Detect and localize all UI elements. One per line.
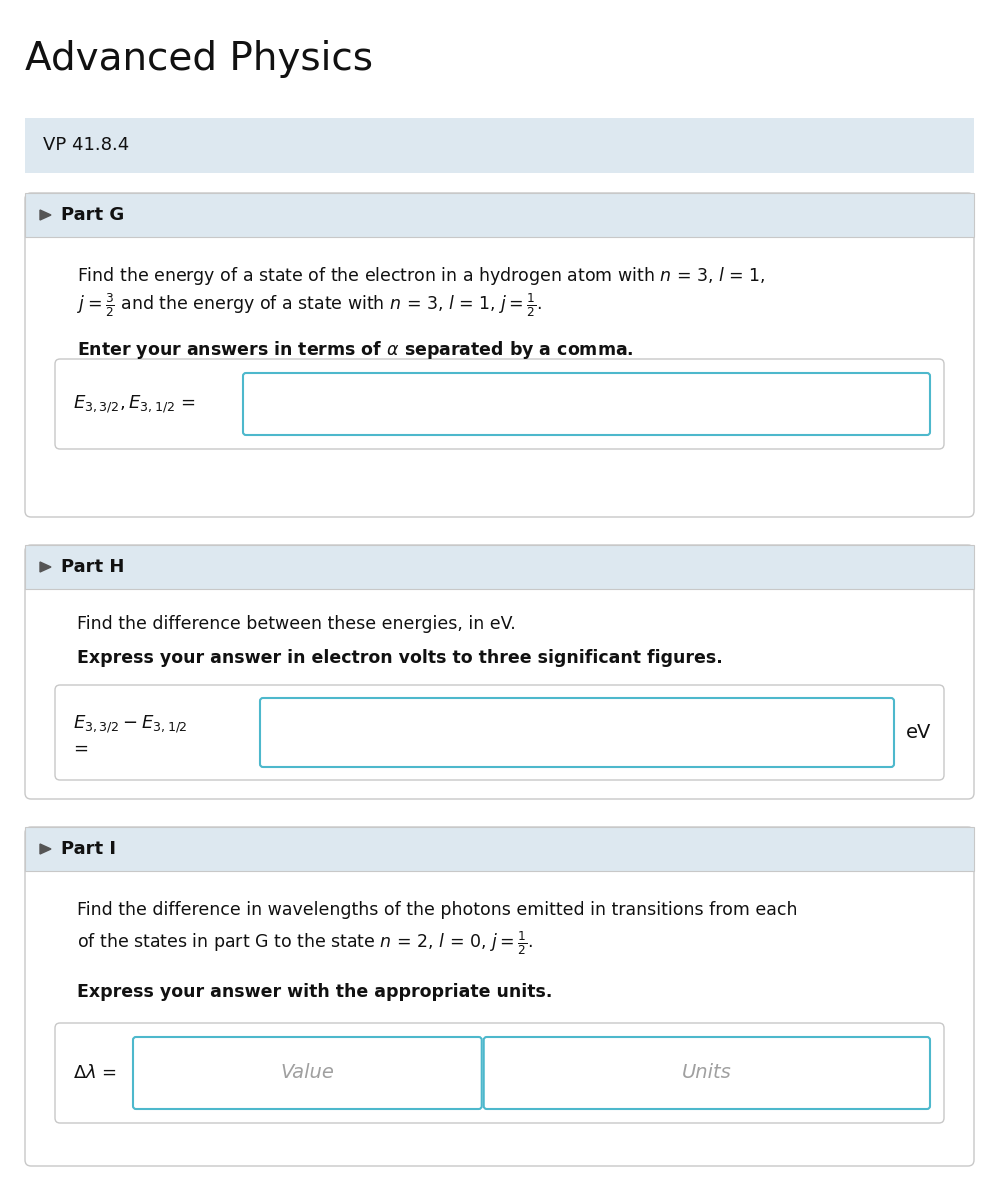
Text: Find the energy of a state of the electron in a hydrogen atom with $n$ = 3, $l$ : Find the energy of a state of the electr… [77,265,765,287]
Text: Part G: Part G [61,206,124,224]
FancyBboxPatch shape [243,373,930,434]
Text: Find the difference in wavelengths of the photons emitted in transitions from ea: Find the difference in wavelengths of th… [77,901,797,919]
Text: $E_{3,3/2} - E_{3,1/2}$: $E_{3,3/2} - E_{3,1/2}$ [73,714,188,736]
FancyBboxPatch shape [55,685,944,780]
Bar [25,545,974,589]
Polygon shape [40,562,51,572]
Text: Express your answer with the appropriate units.: Express your answer with the appropriate… [77,983,552,1001]
FancyBboxPatch shape [25,193,974,517]
FancyBboxPatch shape [25,545,974,799]
Text: Advanced Physics: Advanced Physics [25,40,373,78]
Text: Enter your answers in terms of $\alpha$ separated by a comma.: Enter your answers in terms of $\alpha$ … [77,338,633,361]
Bar [25,827,974,871]
Text: $\Delta\lambda$ =: $\Delta\lambda$ = [73,1064,117,1082]
Text: VP 41.8.4: VP 41.8.4 [43,137,129,155]
Polygon shape [40,210,51,220]
FancyBboxPatch shape [25,827,974,1166]
Text: Part I: Part I [61,840,116,858]
Text: of the states in part G to the state $n$ = 2, $l$ = 0, $j = \frac{1}{2}$.: of the states in part G to the state $n$… [77,929,532,956]
Bar [25,118,974,173]
Text: Find the difference between these energies, in eV.: Find the difference between these energi… [77,614,515,634]
Text: Express your answer in electron volts to three significant figures.: Express your answer in electron volts to… [77,649,722,667]
Text: $j = \frac{3}{2}$ and the energy of a state with $n$ = 3, $l$ = 1, $j = \frac{1}: $j = \frac{3}{2}$ and the energy of a st… [77,290,542,319]
FancyBboxPatch shape [484,1037,930,1109]
FancyBboxPatch shape [133,1037,482,1109]
Text: Units: Units [682,1063,731,1082]
Text: Value: Value [281,1063,335,1082]
Polygon shape [40,844,51,854]
FancyBboxPatch shape [55,359,944,449]
Text: =: = [73,739,88,757]
FancyBboxPatch shape [55,1022,944,1123]
Bar [25,193,974,236]
Text: Part H: Part H [61,558,124,576]
FancyBboxPatch shape [260,698,894,767]
Text: eV: eV [906,722,931,742]
Text: $E_{3,3/2}, E_{3,1/2}$ =: $E_{3,3/2}, E_{3,1/2}$ = [73,394,196,415]
